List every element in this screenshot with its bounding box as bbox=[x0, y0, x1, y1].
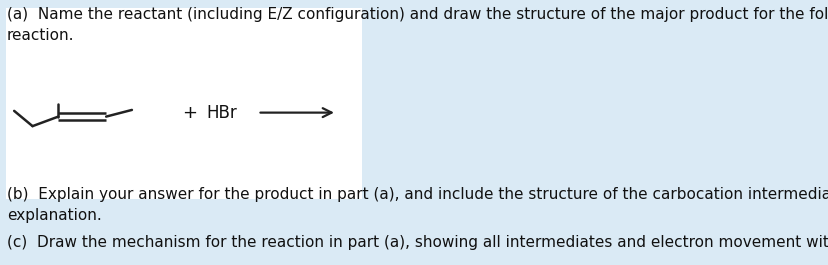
Text: +: + bbox=[182, 104, 197, 122]
FancyBboxPatch shape bbox=[6, 8, 362, 199]
Text: (b)  Explain your answer for the product in part (a), and include the structure : (b) Explain your answer for the product … bbox=[7, 187, 828, 223]
Text: (c)  Draw the mechanism for the reaction in part (a), showing all intermediates : (c) Draw the mechanism for the reaction … bbox=[7, 235, 828, 250]
Text: (a)  Name the reactant (including E/Z configuration) and draw the structure of t: (a) Name the reactant (including E/Z con… bbox=[7, 7, 828, 43]
Text: HBr: HBr bbox=[206, 104, 237, 122]
